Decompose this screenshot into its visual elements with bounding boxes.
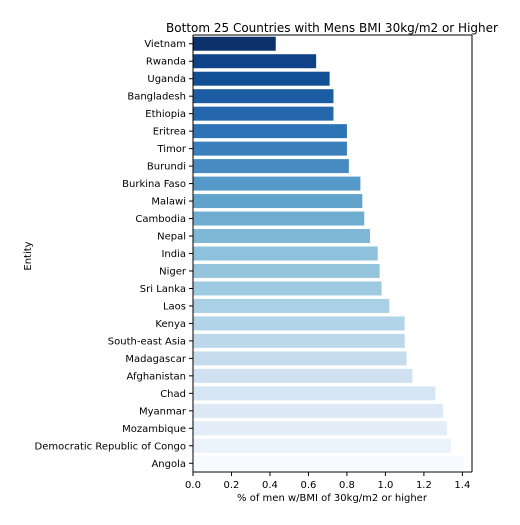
bar-eritrea — [193, 124, 347, 138]
bar-kenya — [193, 316, 405, 330]
bar-chad — [193, 386, 435, 400]
bar-burundi — [193, 159, 349, 173]
y-tick-label: Madagascar — [125, 354, 187, 365]
x-tick-label: 0.4 — [262, 480, 278, 491]
x-tick-label: 0.6 — [300, 480, 316, 491]
y-tick-label: Myanmar — [139, 406, 187, 417]
y-tick-label: Laos — [163, 301, 186, 312]
y-tick-label: Burkina Faso — [122, 179, 186, 190]
y-axis-label: Entity — [23, 241, 34, 270]
x-axis-label: % of men w/BMI of 30kg/m2 or higher — [237, 493, 428, 504]
x-tick-label: 1.2 — [416, 480, 432, 491]
bar-mozambique — [193, 421, 447, 435]
bar-cambodia — [193, 212, 364, 226]
x-tick-label: 1.0 — [377, 480, 393, 491]
y-tick-label: Malawi — [151, 197, 186, 208]
y-tick-label: Cambodia — [135, 214, 186, 225]
y-tick-label: Afghanistan — [126, 371, 186, 382]
x-tick-label: 0.8 — [339, 480, 355, 491]
bar-south-east-asia — [193, 334, 405, 348]
y-tick-label: India — [161, 249, 186, 260]
y-tick-label: Bangladesh — [127, 92, 186, 103]
y-tick-label: Niger — [159, 266, 187, 277]
y-tick-label: Vietnam — [144, 39, 186, 50]
bar-vietnam — [193, 37, 276, 51]
bar-rwanda — [193, 54, 316, 68]
chart-title: Bottom 25 Countries with Mens BMI 30kg/m… — [166, 21, 498, 35]
bar-nepal — [193, 229, 370, 243]
y-tick-label: Eritrea — [153, 127, 186, 138]
y-tick-label: Chad — [160, 389, 186, 400]
y-tick-label: Sri Lanka — [140, 284, 186, 295]
bar-bangladesh — [193, 89, 333, 103]
y-tick-label: Democratic Republic of Congo — [35, 441, 186, 452]
bar-myanmar — [193, 404, 443, 418]
bar-uganda — [193, 72, 330, 86]
x-tick-label: 0.0 — [185, 480, 201, 491]
bar-laos — [193, 299, 389, 313]
y-tick-label: Uganda — [147, 74, 186, 85]
bar-burkina-faso — [193, 177, 360, 191]
y-tick-label: Ethiopia — [145, 109, 186, 120]
y-tick-label: Timor — [156, 144, 186, 155]
x-axis-ticks: 0.0 0.2 0.4 0.6 0.8 1.0 1.2 1.4 — [185, 472, 470, 491]
bar-madagascar — [193, 351, 407, 365]
bar-angola — [193, 456, 464, 470]
y-tick-label: Nepal — [157, 232, 186, 243]
bar-timor — [193, 142, 347, 156]
y-axis-ticks: Vietnam Rwanda Uganda Bangladesh Ethiopia Eri… — [35, 39, 193, 470]
bar-afghanistan — [193, 369, 412, 383]
y-tick-label: Kenya — [155, 319, 186, 330]
bar-malawi — [193, 194, 362, 208]
bar-niger — [193, 264, 380, 278]
y-tick-label: Angola — [151, 459, 186, 470]
y-tick-label: Burundi — [147, 162, 186, 173]
y-tick-label: South-east Asia — [108, 336, 186, 347]
x-tick-label: 0.2 — [224, 480, 240, 491]
bar-india — [193, 247, 378, 261]
bar-sri-lanka — [193, 281, 382, 295]
x-tick-label: 1.4 — [454, 480, 470, 491]
bars-group — [193, 37, 464, 471]
bar-democratic-republic-of-congo — [193, 439, 451, 453]
y-tick-label: Mozambique — [122, 424, 186, 435]
bar-ethiopia — [193, 107, 333, 121]
y-tick-label: Rwanda — [146, 57, 186, 68]
